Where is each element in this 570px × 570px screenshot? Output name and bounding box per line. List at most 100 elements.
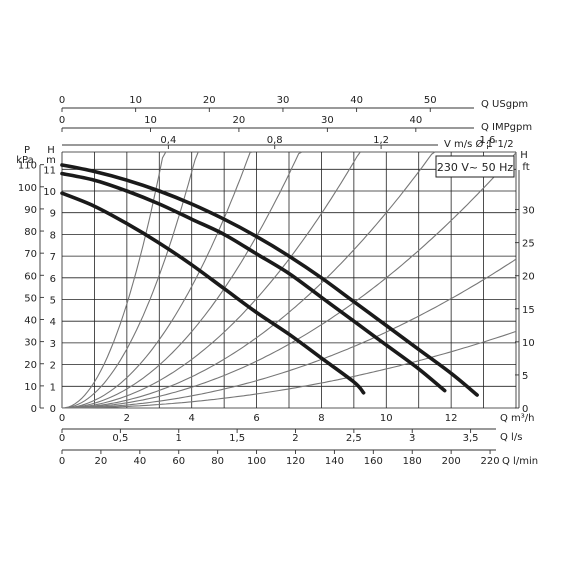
- lmin-tick-label: 0: [59, 456, 65, 467]
- lmin-tick-label: 100: [247, 456, 266, 467]
- m3h-tick-label: 0: [59, 413, 65, 424]
- top-tick-label: 0,8: [267, 135, 283, 146]
- m3h-tick-label: 10: [380, 413, 393, 424]
- lmin-tick-label: 220: [481, 456, 500, 467]
- m-tick-label: 1: [50, 382, 56, 393]
- lmin-axis-label: Q l/min: [502, 456, 538, 467]
- ls-axis-label: Q l/s: [500, 432, 522, 443]
- lmin-tick-label: 140: [325, 456, 344, 467]
- ls-tick-label: 2: [292, 433, 298, 444]
- pump-curve-line: [60, 191, 366, 395]
- pump-curve-line: [60, 163, 479, 397]
- ls-tick-label: 1,5: [229, 433, 245, 444]
- lmin-tick-label: 60: [172, 456, 185, 467]
- top-tick-label: 40: [350, 95, 363, 106]
- m-tick-label: 8: [50, 230, 56, 241]
- kpa-tick-label: 100: [18, 183, 37, 194]
- lmin-tick-label: 160: [364, 456, 383, 467]
- m-unit-bottom: m: [46, 155, 56, 166]
- kpa-tick-label: 110: [18, 161, 37, 172]
- top-tick-label: 0: [59, 115, 65, 126]
- kpa-tick-label: 20: [24, 360, 37, 371]
- kpa-tick-label: 50: [24, 293, 37, 304]
- ft-tick-label: 0: [522, 404, 528, 415]
- voltage-box: 230 V~ 50 Hz: [435, 155, 515, 178]
- top-tick-label: 1,6: [480, 135, 496, 146]
- m3h-tick-label: 8: [318, 413, 324, 424]
- lmin-tick-label: 40: [133, 456, 146, 467]
- ls-tick-label: 3,5: [463, 433, 479, 444]
- top-tick-label: 20: [203, 95, 216, 106]
- m3h-tick-label: 6: [253, 413, 259, 424]
- top-tick-label: 0,4: [160, 135, 176, 146]
- pump-curves: [60, 163, 479, 397]
- kpa-tick-label: 60: [24, 271, 37, 282]
- top-tick-label: 20: [233, 115, 246, 126]
- kpa-tick-label: 70: [24, 249, 37, 260]
- voltage-label: 230 V~ 50 Hz: [437, 161, 513, 174]
- kpa-tick-label: 90: [24, 205, 37, 216]
- kpa-tick-label: 40: [24, 316, 37, 327]
- top-tick-label: 10: [144, 115, 157, 126]
- system-curve-line: [62, 258, 517, 409]
- system-curve-line: [61, 151, 167, 409]
- ls-tick-label: 2,5: [346, 433, 362, 444]
- axes: 0 2 4 6 8 10 120123456789101101020304050607080…: [18, 95, 535, 467]
- m-tick-label: 11: [43, 165, 56, 176]
- m3h-tick-label: 4: [189, 413, 195, 424]
- ls-tick-label: 0,5: [112, 433, 128, 444]
- m-tick-label: 2: [50, 361, 56, 372]
- m-tick-label: 3: [50, 339, 56, 350]
- top-tick-label: 50: [424, 95, 437, 106]
- system-curve-line: [61, 151, 199, 409]
- ft-tick-label: 5: [522, 371, 528, 382]
- top-tick-label: 30: [277, 95, 290, 106]
- velocity-axis-label: V m/s Ø 1"1/2: [444, 138, 514, 150]
- kpa-tick-label: 10: [24, 382, 37, 393]
- m3h-axis-label: Q m³/h: [500, 413, 535, 424]
- top-tick-label: 10: [129, 95, 142, 106]
- m3h-tick-label: 2: [124, 413, 130, 424]
- lmin-tick-label: 120: [286, 456, 305, 467]
- ft-tick-label: 30: [522, 206, 535, 217]
- ls-tick-label: 3: [409, 433, 415, 444]
- ft-unit-bottom: ft: [522, 162, 529, 173]
- top-tick-label: 30: [321, 115, 334, 126]
- ls-tick-label: 0: [59, 433, 65, 444]
- m-unit-top: H: [47, 145, 55, 156]
- kpa-tick-label: 80: [24, 227, 37, 238]
- top-tick-label: 1,2: [373, 135, 389, 146]
- system-curve-line: [62, 151, 436, 409]
- ft-tick-label: 10: [522, 338, 535, 349]
- m-tick-label: 5: [50, 296, 56, 307]
- top-tick-label: 40: [409, 115, 422, 126]
- lmin-tick-label: 200: [442, 456, 461, 467]
- ft-tick-label: 25: [522, 239, 535, 250]
- system-curve-line: [62, 330, 517, 409]
- m-tick-label: 10: [43, 187, 56, 198]
- m-tick-label: 6: [50, 274, 56, 285]
- kpa-tick-label: 0: [31, 404, 37, 415]
- kpa-unit-bottom: kPa: [16, 155, 34, 166]
- system-curve-line: [61, 151, 254, 409]
- usgpm-axis-label: Q USgpm: [481, 99, 528, 110]
- m-tick-label: 7: [50, 252, 56, 263]
- ft-unit-top: H: [520, 150, 528, 161]
- ls-tick-label: 1: [176, 433, 182, 444]
- kpa-unit-top: P: [24, 145, 30, 156]
- system-curve-line: [62, 151, 303, 409]
- system-curve-line: [62, 151, 361, 409]
- m-tick-label: 0: [50, 404, 56, 415]
- lmin-tick-label: 180: [403, 456, 422, 467]
- pump-curve-line: [60, 171, 447, 393]
- system-curves: [61, 151, 517, 409]
- m3h-tick-label: 12: [445, 413, 458, 424]
- kpa-tick-label: 30: [24, 338, 37, 349]
- ft-tick-label: 15: [522, 305, 535, 316]
- lmin-tick-label: 80: [211, 456, 224, 467]
- ft-tick-label: 20: [522, 272, 535, 283]
- top-tick-label: 0: [59, 95, 65, 106]
- lmin-tick-label: 20: [95, 456, 108, 467]
- m-tick-label: 9: [50, 209, 56, 220]
